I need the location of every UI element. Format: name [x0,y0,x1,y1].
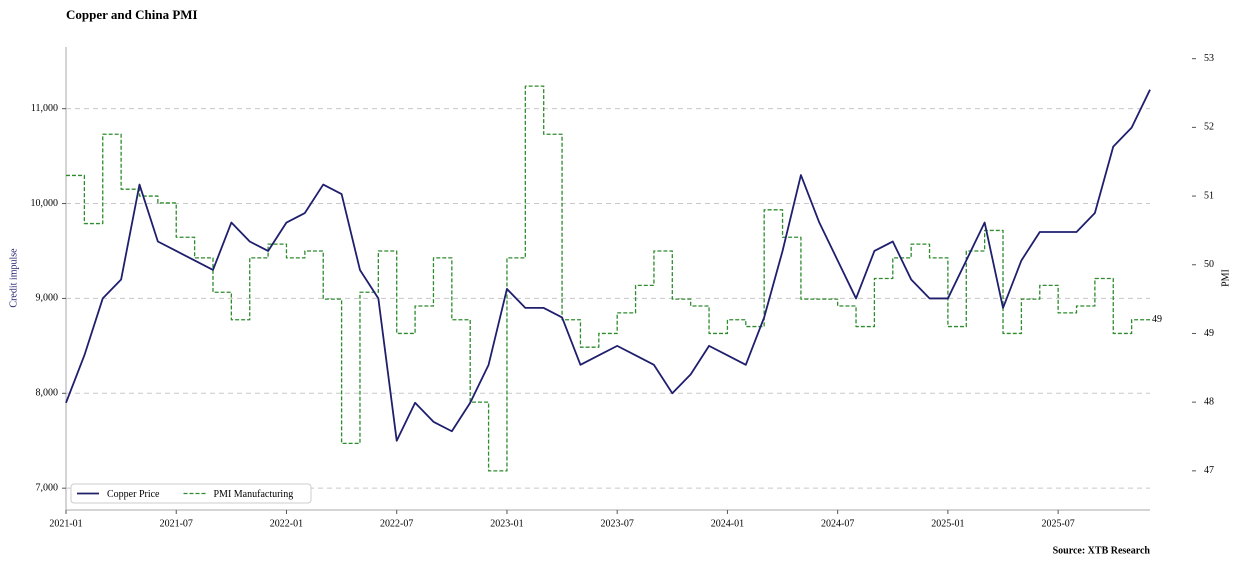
y-tick-label: 9,000 [36,293,59,304]
y2-tick-label: 48 [1204,396,1214,407]
y2-tick-label: 53 [1204,53,1214,64]
legend-label: PMI Manufacturing [214,489,294,500]
y-tick-label: 11,000 [31,103,58,114]
legend-label: Copper Price [107,489,160,500]
series-line [65,89,1151,442]
x-tick-label: 2025-01 [931,518,964,529]
y2-tick-label: 47 [1204,465,1214,476]
y-tick-label: 7,000 [36,482,59,493]
x-tick-label: 2024-07 [821,518,854,529]
y2-axis-label: PMI [1220,269,1231,287]
y-axis-label: Credit impulse [8,248,19,308]
y2-tick-label: 50 [1204,259,1214,270]
x-tick-label: 2021-01 [49,518,82,529]
value-label: 49 [1152,314,1162,325]
y2-tick-label: 51 [1204,190,1214,201]
x-tick-label: 2022-07 [380,518,413,529]
chart-title: Copper and China PMI [66,7,198,22]
x-tick-label: 2024-01 [711,518,744,529]
y2-tick-label: 49 [1204,328,1214,339]
x-tick-label: 2023-07 [601,518,634,529]
x-tick-label: 2023-01 [490,518,523,529]
y2-tick-label: 52 [1204,122,1214,133]
x-tick-label: 2021-07 [160,518,193,529]
y-tick-label: 8,000 [36,388,59,399]
x-tick-label: 2025-07 [1041,518,1074,529]
source: Source: XTB Research [1053,545,1151,556]
x-tick-label: 2022-01 [270,518,303,529]
series-line [66,85,1150,472]
y-tick-label: 10,000 [31,198,59,209]
